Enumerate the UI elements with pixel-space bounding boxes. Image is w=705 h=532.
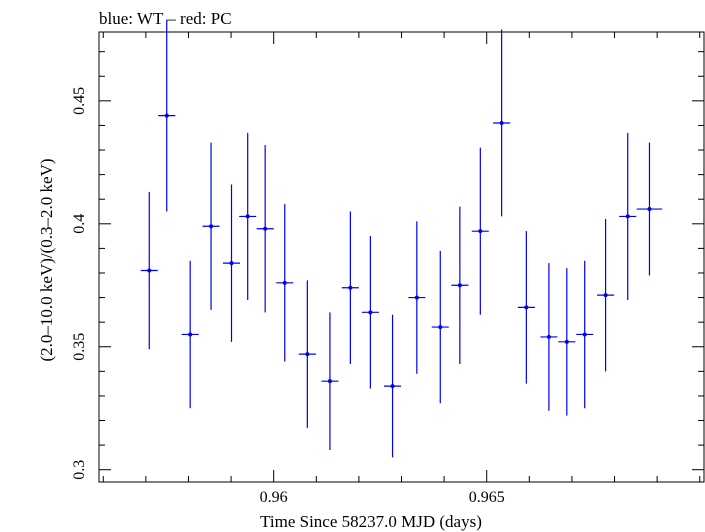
data-point	[361, 236, 379, 389]
point-marker	[564, 339, 569, 344]
point-marker	[348, 285, 353, 290]
data-point	[408, 221, 426, 374]
data-point	[298, 280, 316, 428]
y-axis-label: (2.0–10.0 keV)/(0.3–2.0 keV)	[37, 158, 56, 361]
point-marker	[478, 229, 483, 234]
data-point	[222, 184, 241, 342]
point-marker	[546, 334, 551, 339]
plot-frame	[98, 31, 705, 483]
data-point	[140, 191, 158, 350]
data-point	[321, 312, 339, 451]
point-marker	[457, 283, 462, 288]
point-marker	[438, 325, 443, 330]
point-marker	[263, 226, 268, 231]
tick-labels: 0.96 0.965 0.3 0.35 0.4 0.45	[71, 87, 505, 506]
data-point	[619, 132, 637, 301]
data-point	[540, 263, 558, 411]
point-marker	[147, 268, 152, 273]
point-marker	[209, 224, 214, 229]
data-point	[431, 250, 449, 404]
point-marker	[305, 352, 310, 357]
data-point	[517, 231, 535, 384]
point-marker	[327, 379, 332, 384]
data-point	[181, 260, 199, 409]
point-marker	[625, 214, 630, 219]
data-point	[493, 29, 511, 217]
point-marker	[229, 261, 234, 266]
data-point	[256, 145, 274, 313]
y-tick-label: 0.45	[71, 87, 88, 115]
y-tick-label: 0.3	[71, 460, 88, 480]
point-marker	[390, 384, 395, 389]
point-marker	[188, 332, 193, 337]
data-point	[341, 211, 359, 364]
data-point	[276, 204, 294, 362]
data-point	[451, 206, 469, 364]
data-point	[202, 142, 220, 310]
x-axis-label: Time Since 58237.0 MJD (days)	[260, 512, 482, 531]
x-tick-label: 0.965	[469, 489, 505, 506]
point-marker	[647, 207, 652, 212]
data-point	[636, 142, 663, 276]
data-point	[558, 268, 576, 416]
axis-ticks	[99, 32, 704, 482]
data-marks	[140, 19, 663, 458]
point-marker	[164, 113, 169, 118]
data-point	[576, 260, 594, 409]
y-tick-label: 0.35	[71, 333, 88, 361]
chart-title: blue: WT – red: PC	[99, 9, 232, 28]
y-tick-label: 0.4	[71, 214, 88, 234]
data-point	[384, 314, 402, 458]
point-marker	[524, 305, 529, 310]
data-point	[471, 147, 489, 315]
x-tick-label: 0.96	[260, 489, 288, 506]
point-marker	[245, 214, 250, 219]
point-marker	[368, 310, 373, 315]
point-marker	[499, 120, 504, 125]
point-marker	[603, 293, 608, 298]
point-marker	[282, 280, 287, 285]
data-point	[158, 19, 176, 212]
point-marker	[414, 295, 419, 300]
data-point	[597, 218, 615, 372]
point-marker	[582, 332, 587, 337]
data-point	[239, 132, 257, 301]
